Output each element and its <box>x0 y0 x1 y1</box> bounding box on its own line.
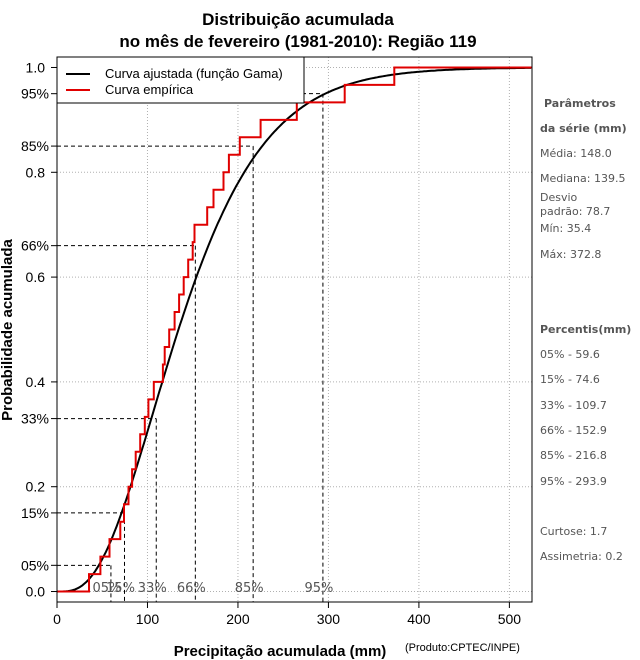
percentil-95: 95% - 293.9 <box>540 475 607 488</box>
y-tick-label: 0.4 <box>26 374 46 390</box>
grid-lines <box>56 57 532 602</box>
y-tick-label: 1.0 <box>26 59 46 75</box>
x-percentile-label: 05% <box>92 581 121 596</box>
y-axis: 0.0 0.2 0.4 0.6 0.8 1.0 <box>26 59 57 600</box>
x-tick-label: 200 <box>226 611 250 627</box>
percentil-33: 33% - 109.7 <box>540 399 607 412</box>
x-percentile-label: 66% <box>177 581 206 596</box>
percentil-15: 15% - 74.6 <box>540 373 600 386</box>
y-tick-label: 0.6 <box>26 269 46 285</box>
percentis-title: Percentis(mm) <box>540 323 631 336</box>
x-percentile-label: 95% <box>304 581 333 596</box>
stat-mediana: Mediana: 139.5 <box>540 172 625 185</box>
stat-min: Mín: 35.4 <box>540 222 591 235</box>
plot-frame <box>56 56 533 603</box>
x-percentile-label: 85% <box>235 581 264 596</box>
percentil-05: 05% - 59.6 <box>540 348 600 361</box>
stat-desvio-2: padrão: 78.7 <box>540 205 610 218</box>
x-tick-label: 400 <box>407 611 431 627</box>
x-axis-label: Precipitação acumulada (mm) <box>174 643 387 660</box>
percentil-85: 85% - 216.8 <box>540 449 607 462</box>
x-tick-label: 0 <box>53 611 61 627</box>
stat-media: Média: 148.0 <box>540 147 612 160</box>
stat-curtose: Curtose: 1.7 <box>540 525 607 538</box>
percentile-guides <box>57 93 324 602</box>
y-tick-label: 0.0 <box>26 584 46 600</box>
chart-title-line-2: no mês de fevereiro (1981-2010): Região … <box>119 32 476 51</box>
series-layer <box>57 66 532 593</box>
stat-max: Máx: 372.8 <box>540 248 601 261</box>
empirical-step-curve <box>57 66 532 593</box>
x-percentile-label: 33% <box>138 581 167 596</box>
x-percentile-label: 15% <box>106 581 135 596</box>
stat-desvio-1: Desvio <box>540 191 578 204</box>
plot-area: 0 100 200 300 400 500 0.00.20.40.60.81.0 05%1… <box>21 56 533 627</box>
x-tick-label: 100 <box>136 611 160 627</box>
x-tick-label: 300 <box>317 611 341 627</box>
side-panel: Parâmetros da série (mm) Média: 148.0 Me… <box>540 97 631 563</box>
stat-assimetria: Assimetria: 0.2 <box>540 550 623 563</box>
y-percentile-labels: 05% 15% 33% 66% 85% 95% <box>21 86 57 573</box>
legend: Curva ajustada (função Gama) Curva empír… <box>56 56 305 104</box>
credit-label: (Produto:CPTEC/INPE) <box>405 642 520 654</box>
y-axis-label: Probabilidade acumulada <box>0 238 16 420</box>
legend-box <box>56 56 305 104</box>
percentil-66: 66% - 152.9 <box>540 424 607 437</box>
y-percentile-label: 85% <box>21 138 49 154</box>
y-tick-label: 0.8 <box>26 164 46 180</box>
y-percentile-label: 33% <box>21 411 49 427</box>
legend-label-fit: Curva ajustada (função Gama) <box>105 66 283 81</box>
chart-title-line-1: Distribuição acumulada <box>202 10 394 29</box>
y-percentile-label: 15% <box>21 505 49 521</box>
y-percentile-label: 05% <box>21 557 49 573</box>
y-percentile-label: 95% <box>21 86 49 102</box>
y-tick-label: 0.2 <box>26 479 46 495</box>
y-percentile-label: 66% <box>21 238 49 254</box>
x-percentile-labels: 05%15% 33% 66% 85% 95% <box>92 581 333 596</box>
x-tick-label: 500 <box>498 611 522 627</box>
x-axis: 0 100 200 300 400 500 <box>53 602 521 627</box>
legend-label-empirical: Curva empírica <box>105 82 194 97</box>
params-title-2: da série (mm) <box>540 122 627 135</box>
params-title-1: Parâmetros <box>544 97 616 110</box>
